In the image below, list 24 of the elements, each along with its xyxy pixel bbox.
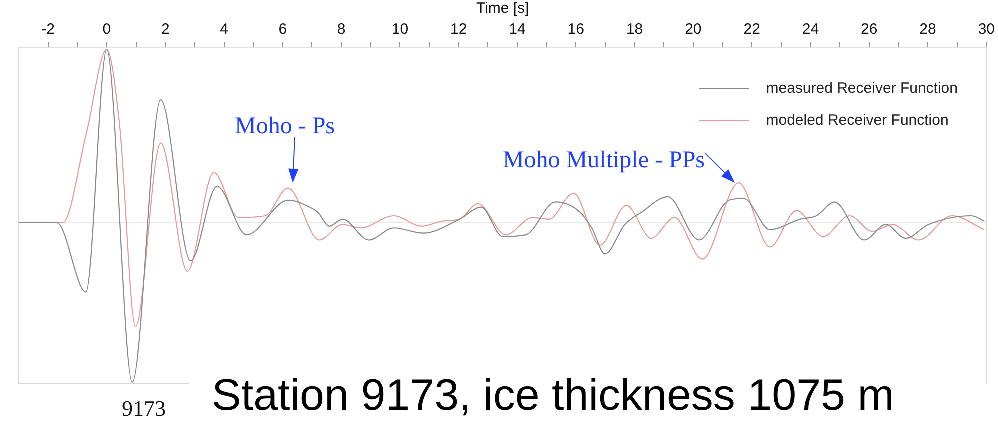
x-tick-label: 6 — [278, 21, 288, 38]
text: 9173 — [122, 396, 166, 422]
text: Station 9173, ice thickness 1075 m — [212, 371, 894, 420]
legend-label: measured Receiver Function — [766, 80, 958, 96]
x-tick-label: 18 — [626, 21, 644, 38]
annotation: Moho - Ps — [234, 113, 336, 140]
x-tick-label: 4 — [220, 21, 228, 38]
x-tick-label: 12 — [450, 21, 468, 38]
x-tick-label: 26 — [861, 21, 878, 38]
x-tick-label: 0 — [102, 21, 112, 38]
x-tick-label: 14 — [509, 21, 526, 38]
annotation: Moho Multiple - PPs — [502, 147, 705, 174]
x-tick-label: 22 — [744, 21, 760, 38]
x-tick-label: 16 — [568, 21, 584, 38]
x-tick-label: 2 — [161, 21, 170, 38]
x-tick-label: 28 — [920, 21, 936, 38]
x-tick-label: 10 — [392, 21, 409, 38]
x-axis-title: Time [s] — [476, 0, 530, 18]
x-tick-label: 24 — [802, 21, 820, 38]
x-tick-label: -2 — [42, 21, 55, 38]
x-tick-label: 30 — [978, 21, 995, 38]
x-tick-label: 8 — [337, 21, 346, 38]
x-tick-label: 20 — [685, 21, 702, 38]
legend-label: modeled Receiver Function — [766, 112, 949, 128]
